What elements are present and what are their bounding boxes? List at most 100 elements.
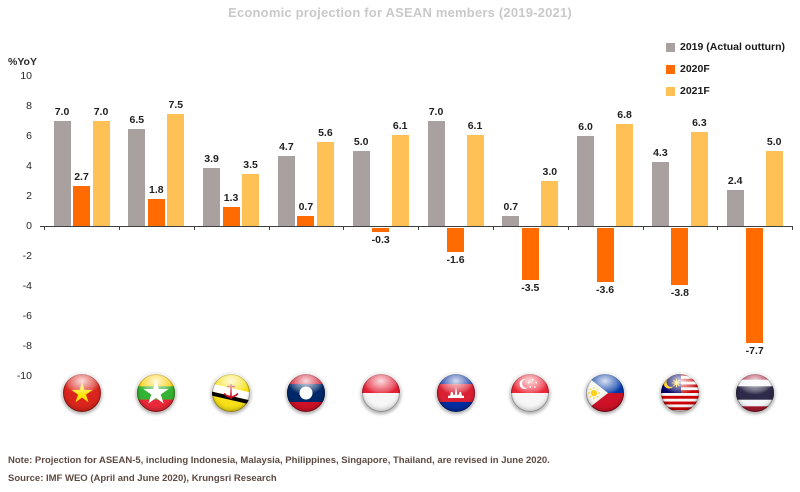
x-axis-tick: [418, 226, 420, 230]
brunei-flag-icon: [211, 373, 252, 413]
value-label-2021f-brunei: 3.5: [243, 158, 258, 171]
legend-swatch-2021f: [666, 86, 675, 96]
footnote: Note: Projection for ASEAN-5, including …: [8, 455, 550, 466]
bar-2021f-vietnam: [92, 121, 110, 226]
value-label-2021f-malaysia: 6.3: [692, 116, 707, 129]
chart-title: Economic projection for ASEAN members (2…: [228, 5, 572, 20]
y-tick-10: 10: [20, 70, 32, 82]
bar-2021f-singapore: [541, 181, 559, 226]
value-label-2021f-laos: 5.6: [318, 127, 333, 139]
y-tick-8: 8: [26, 100, 32, 112]
bar-2019-actual-outturn-laos: [277, 155, 295, 226]
bar-2021f-laos: [316, 142, 334, 226]
x-axis-line: [40, 225, 792, 227]
legend-label-2021f: 2021F: [680, 85, 710, 97]
value-label-2019-actual-outturn-thailand: 2.4: [727, 175, 743, 187]
value-label-2020f-myanmar: 1.8: [148, 184, 164, 196]
value-label-2021f-thailand: 5.0: [766, 136, 782, 148]
value-label-2021f-indonesia: 6.1: [392, 119, 408, 132]
bar-2019-actual-outturn-malaysia: [651, 161, 669, 226]
y-tick--10: -10: [16, 370, 32, 382]
y-tick-0: 0: [26, 220, 32, 232]
value-label-2021f-cambodia: 6.1: [467, 119, 483, 132]
bar-2020f-vietnam: [73, 185, 90, 226]
bar-2020f-singapore: [521, 227, 539, 280]
y-tick--2: -2: [22, 250, 32, 262]
philippines-flag-icon: [585, 373, 626, 413]
x-axis-tick: [492, 226, 495, 230]
bar-2020f-laos: [297, 215, 315, 226]
x-axis-tick: [567, 226, 569, 230]
y-tick--6: -6: [22, 310, 32, 322]
legend-label-2020f: 2020F: [680, 63, 710, 75]
laos-flag-icon: [285, 373, 326, 413]
value-label-2021f-myanmar: 7.5: [168, 98, 184, 111]
indonesia-flag-icon: [360, 373, 401, 413]
bar-2021f-indonesia: [391, 134, 409, 226]
y-tick-4: 4: [26, 160, 32, 172]
value-label-2021f-vietnam: 7.0: [93, 106, 109, 118]
value-label-2020f-vietnam: 2.7: [74, 170, 89, 183]
bar-2020f-philippines: [596, 227, 614, 282]
value-label-2019-actual-outturn-malaysia: 4.3: [653, 146, 668, 159]
value-label-2020f-laos: 0.7: [298, 200, 314, 213]
value-label-2019-actual-outturn-brunei: 3.9: [204, 152, 219, 165]
value-label-2019-actual-outturn-myanmar: 6.5: [129, 113, 145, 126]
bar-2019-actual-outturn-brunei: [203, 167, 221, 226]
bar-2019-actual-outturn-myanmar: [128, 128, 146, 226]
singapore-flag-icon: [510, 373, 551, 413]
bar-2021f-brunei: [242, 173, 260, 226]
value-label-2021f-philippines: 6.8: [617, 109, 632, 121]
value-label-2020f-indonesia: -0.3: [371, 234, 390, 246]
bar-2020f-thailand: [746, 227, 764, 343]
x-axis-tick: [792, 226, 794, 230]
bar-2020f-malaysia: [671, 227, 689, 285]
bar-2021f-myanmar: [167, 113, 185, 226]
legend-item-2020f: 2020F: [666, 58, 785, 80]
legend-swatch-2020f: [666, 64, 675, 74]
bar-2019-actual-outturn-cambodia: [427, 121, 445, 226]
value-label-2020f-singapore: -3.5: [521, 282, 540, 294]
value-label-2019-actual-outturn-vietnam: 7.0: [54, 106, 70, 118]
value-label-2020f-philippines: -3.6: [596, 283, 615, 296]
bar-2019-actual-outturn-thailand: [726, 190, 744, 226]
chart-legend: 2019 (Actual outturn) 2020F 2021F: [666, 36, 785, 102]
vietnam-flag-icon: [61, 373, 102, 413]
value-label-2020f-thailand: -7.7: [745, 345, 764, 357]
value-label-2021f-singapore: 3.0: [542, 166, 558, 178]
source-note: Source: IMF WEO (April and June 2020), K…: [8, 473, 277, 484]
y-axis-unit-label: %YoY: [8, 56, 37, 68]
value-label-2020f-brunei: 1.3: [223, 191, 239, 204]
bar-2020f-cambodia: [447, 227, 464, 252]
x-axis-tick: [343, 226, 345, 230]
bar-2020f-indonesia: [372, 227, 390, 232]
y-tick-6: 6: [26, 130, 32, 142]
y-tick--4: -4: [22, 280, 32, 292]
value-label-2019-actual-outturn-laos: 4.7: [279, 140, 294, 153]
myanmar-flag-icon: [136, 373, 177, 413]
bar-2019-actual-outturn-indonesia: [352, 151, 370, 226]
x-axis-tick: [193, 226, 195, 230]
bar-2019-actual-outturn-singapore: [502, 215, 520, 226]
bar-2019-actual-outturn-philippines: [577, 136, 595, 226]
value-label-2019-actual-outturn-cambodia: 7.0: [428, 106, 444, 118]
bar-2021f-philippines: [616, 124, 634, 226]
malaysia-flag-icon: [659, 373, 700, 413]
value-label-2020f-malaysia: -3.8: [670, 286, 689, 299]
bar-2021f-malaysia: [690, 131, 708, 226]
y-tick--8: -8: [22, 340, 32, 352]
value-label-2019-actual-outturn-indonesia: 5.0: [353, 136, 369, 148]
y-tick-2: 2: [26, 190, 32, 202]
value-label-2020f-cambodia: -1.6: [446, 253, 465, 266]
x-axis-tick: [44, 226, 46, 230]
bar-2021f-thailand: [765, 151, 783, 226]
legend-item-2021f: 2021F: [666, 80, 785, 102]
x-axis-tick: [642, 226, 644, 230]
legend-label-2019-actual-outturn: 2019 (Actual outturn): [680, 41, 786, 53]
bar-2021f-cambodia: [466, 134, 484, 226]
legend-item-2019-actual-outturn: 2019 (Actual outturn): [666, 36, 785, 58]
x-axis-tick: [717, 226, 719, 230]
cambodia-flag-icon: [435, 373, 476, 413]
legend-swatch-2019-actual-outturn: [666, 42, 675, 52]
